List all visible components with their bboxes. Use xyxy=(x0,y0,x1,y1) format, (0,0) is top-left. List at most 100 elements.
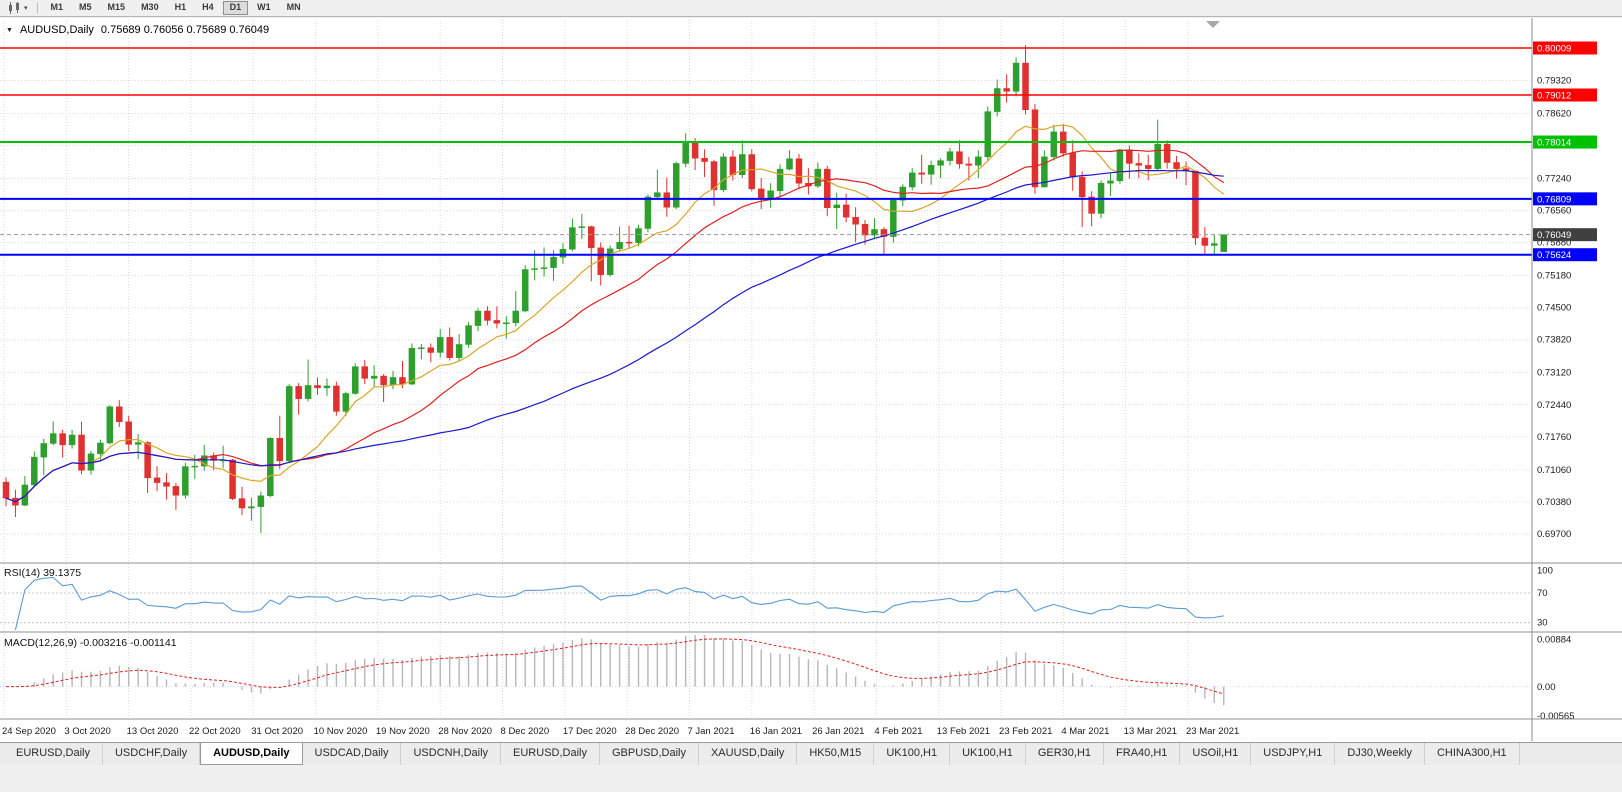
svg-text:0.75880: 0.75880 xyxy=(1537,238,1571,249)
ma-slow-line xyxy=(5,169,1224,503)
svg-text:0.77240: 0.77240 xyxy=(1537,174,1571,185)
chart-type-button[interactable]: ▾ xyxy=(4,1,32,16)
timeframe-button-mn[interactable]: MN xyxy=(286,2,301,12)
svg-text:0.76049: 0.76049 xyxy=(1537,230,1571,241)
horizontal-lines-layer[interactable] xyxy=(0,47,1532,256)
timeframe-button-m30[interactable]: M30 xyxy=(141,2,159,12)
svg-text:0.73120: 0.73120 xyxy=(1537,368,1571,379)
candlestick-chart-icon xyxy=(9,2,19,14)
svg-text:0.80009: 0.80009 xyxy=(1537,44,1571,55)
macd-layer xyxy=(0,635,1532,706)
tab-hk50-m15-8[interactable]: HK50,M15 xyxy=(797,743,875,765)
timeframe-button-w1[interactable]: W1 xyxy=(257,2,271,12)
svg-text:0.71760: 0.71760 xyxy=(1537,432,1571,443)
tab-usdcad-daily-3[interactable]: USDCAD,Daily xyxy=(303,743,402,765)
tab-china300-h1-16[interactable]: CHINA300,H1 xyxy=(1425,743,1520,765)
svg-text:0.76809: 0.76809 xyxy=(1537,194,1571,205)
svg-text:0.78014: 0.78014 xyxy=(1537,138,1571,149)
svg-text:7 Jan 2021: 7 Jan 2021 xyxy=(687,726,734,737)
svg-text:70: 70 xyxy=(1537,588,1548,599)
svg-text:0.78620: 0.78620 xyxy=(1537,108,1571,119)
svg-text:13 Feb 2021: 13 Feb 2021 xyxy=(937,726,990,737)
tab-dj30-weekly-15[interactable]: DJ30,Weekly xyxy=(1335,743,1425,765)
svg-text:30: 30 xyxy=(1537,618,1548,629)
price-line-label: 0.75624 xyxy=(1533,248,1597,262)
price-line-label: 0.78014 xyxy=(1533,135,1597,149)
tab-uk100-h1-9[interactable]: UK100,H1 xyxy=(874,743,951,765)
candles-layer xyxy=(2,45,1228,534)
svg-text:8 Dec 2020: 8 Dec 2020 xyxy=(501,726,550,737)
tab-eurusd-daily-5[interactable]: EURUSD,Daily xyxy=(501,743,600,765)
svg-text:0.73820: 0.73820 xyxy=(1537,335,1571,346)
macd-label: MACD(12,26,9) -0.003216 -0.001141 xyxy=(4,637,177,649)
svg-text:0.74500: 0.74500 xyxy=(1537,303,1571,314)
tab-usoil-h1-13[interactable]: USOil,H1 xyxy=(1180,743,1252,765)
price-line-label: 0.80009 xyxy=(1533,41,1597,55)
chart-tabs-bar: EURUSD,Daily USDCHF,Daily AUDUSD,Daily USDC… xyxy=(0,742,1622,765)
tab-audusd-daily-2[interactable]: AUDUSD,Daily xyxy=(200,743,303,765)
rsi-line xyxy=(14,576,1224,631)
price-line-label: 0.76809 xyxy=(1533,192,1597,206)
svg-text:0.72440: 0.72440 xyxy=(1537,400,1571,411)
svg-text:100: 100 xyxy=(1537,566,1553,577)
svg-text:-0.00565: -0.00565 xyxy=(1537,711,1575,722)
svg-text:24 Sep 2020: 24 Sep 2020 xyxy=(2,726,56,737)
collapse-icon[interactable]: ▼ xyxy=(6,26,13,34)
chart-area[interactable]: 0.793200.786200.779400.772400.765600.758… xyxy=(0,18,1622,742)
tab-usdjpy-h1-14[interactable]: USDJPY,H1 xyxy=(1251,743,1336,765)
tab-uk100-h1-10[interactable]: UK100,H1 xyxy=(950,743,1026,765)
svg-text:13 Mar 2021: 13 Mar 2021 xyxy=(1124,726,1177,737)
svg-text:0.69700: 0.69700 xyxy=(1537,529,1571,540)
timeframe-button-m5[interactable]: M5 xyxy=(79,2,92,12)
svg-text:22 Oct 2020: 22 Oct 2020 xyxy=(189,726,241,737)
timeframe-button-h1[interactable]: H1 xyxy=(174,2,187,12)
svg-text:4 Mar 2021: 4 Mar 2021 xyxy=(1061,726,1109,737)
svg-text:0.79012: 0.79012 xyxy=(1537,90,1571,101)
svg-text:0.00884: 0.00884 xyxy=(1537,635,1571,646)
rsi-label: RSI(14) 39.1375 xyxy=(4,567,82,579)
svg-text:0.79320: 0.79320 xyxy=(1537,75,1571,86)
tab-gbpusd-daily-6[interactable]: GBPUSD,Daily xyxy=(600,743,699,765)
ma-medium-line xyxy=(5,149,1225,503)
svg-text:0.71060: 0.71060 xyxy=(1537,465,1571,476)
ma-fast-line xyxy=(5,124,1225,503)
svg-text:26 Jan 2021: 26 Jan 2021 xyxy=(812,726,864,737)
symbol-period-label: AUDUSD,Daily xyxy=(19,24,94,36)
tab-xauusd-daily-7[interactable]: XAUUSD,Daily xyxy=(699,743,798,765)
svg-text:19 Nov 2020: 19 Nov 2020 xyxy=(376,726,430,737)
ohlc-values: 0.75689 0.76056 0.75689 0.76049 xyxy=(100,24,270,36)
timeframe-button-h4[interactable]: H4 xyxy=(202,2,214,12)
svg-text:3 Oct 2020: 3 Oct 2020 xyxy=(64,726,110,737)
chart-canvas[interactable]: 0.793200.786200.779400.772400.765600.758… xyxy=(0,18,1622,742)
svg-text:0.75624: 0.75624 xyxy=(1537,250,1571,261)
svg-text:0.00: 0.00 xyxy=(1537,682,1556,693)
timeframe-button-d1[interactable]: D1 xyxy=(222,1,249,15)
moving-averages-layer xyxy=(5,124,1225,503)
svg-text:10 Nov 2020: 10 Nov 2020 xyxy=(314,726,368,737)
timeframe-button-m15[interactable]: M15 xyxy=(107,2,126,12)
chevron-down-icon: ▾ xyxy=(24,4,28,12)
chart-shift-marker[interactable] xyxy=(1206,21,1220,28)
toolbar-separator xyxy=(36,2,38,14)
tab-usdcnh-daily-4[interactable]: USDCNH,Daily xyxy=(401,743,502,765)
rsi-layer xyxy=(0,576,1532,631)
toolbar: ▾ M1 M5 M15 M30 H1 H4 D1 W1 MN xyxy=(0,0,1622,17)
price-axis: 0.793200.786200.779400.772400.765600.758… xyxy=(1533,41,1597,722)
grid-layer xyxy=(0,20,1532,718)
timeframe-button-m1[interactable]: M1 xyxy=(50,2,64,12)
tab-eurusd-daily-0[interactable]: EURUSD,Daily xyxy=(4,743,103,765)
chart-title: ▼ AUDUSD,Daily 0.75689 0.76056 0.75689 0… xyxy=(6,24,269,36)
price-line-label: 0.79012 xyxy=(1533,88,1597,102)
tab-usdchf-daily-1[interactable]: USDCHF,Daily xyxy=(103,743,201,765)
svg-text:31 Oct 2020: 31 Oct 2020 xyxy=(251,726,303,737)
svg-text:0.75180: 0.75180 xyxy=(1537,271,1571,282)
svg-text:0.70380: 0.70380 xyxy=(1537,497,1571,508)
tab-fra40-h1-12[interactable]: FRA40,H1 xyxy=(1104,743,1181,765)
svg-text:28 Dec 2020: 28 Dec 2020 xyxy=(625,726,679,737)
svg-text:0.76560: 0.76560 xyxy=(1537,206,1571,217)
svg-text:16 Jan 2021: 16 Jan 2021 xyxy=(750,726,802,737)
tab-ger30-h1-11[interactable]: GER30,H1 xyxy=(1026,743,1105,765)
svg-text:23 Mar 2021: 23 Mar 2021 xyxy=(1186,726,1239,737)
svg-text:23 Feb 2021: 23 Feb 2021 xyxy=(999,726,1052,737)
